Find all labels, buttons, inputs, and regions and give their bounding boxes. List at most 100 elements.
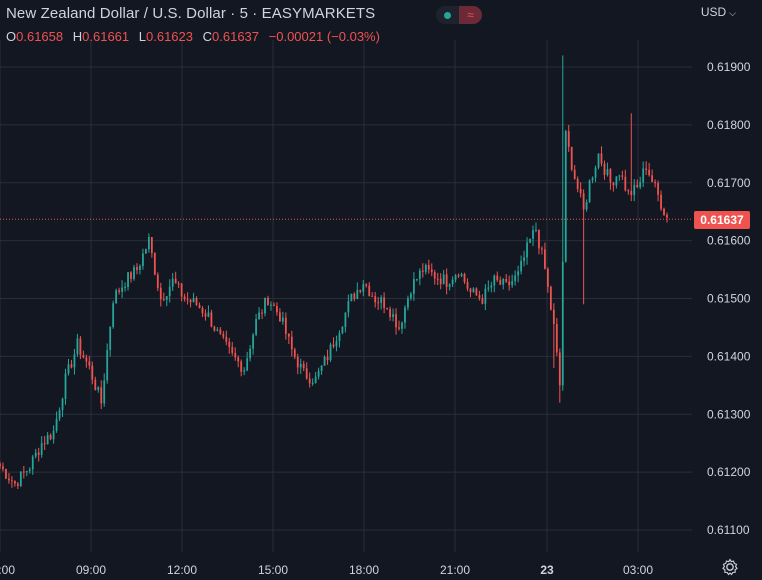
candle-body — [398, 327, 400, 329]
gear-icon[interactable] — [720, 557, 740, 577]
candle-body — [267, 297, 269, 306]
candle-body — [514, 275, 517, 282]
close-label: C — [202, 29, 213, 44]
candle-body — [11, 480, 13, 482]
candle-body — [606, 169, 609, 175]
candle-body — [630, 190, 633, 196]
price-tick-label: 0.61600 — [707, 234, 751, 248]
candle-body — [195, 298, 198, 305]
candle-body — [523, 257, 525, 261]
time-tick-label: 12:00 — [167, 563, 197, 577]
candle-body — [496, 275, 499, 281]
time-axis[interactable]: 06:00 09:00 12:00 15:00 18:00 21:00 23 03:00 — [0, 563, 653, 577]
candle-body — [639, 182, 642, 188]
candle-body — [127, 272, 129, 287]
candle-body — [624, 176, 627, 191]
candle-body — [64, 373, 67, 399]
candle-body — [356, 289, 359, 300]
candle-body — [216, 329, 219, 331]
candle-body — [302, 363, 305, 369]
candle-body — [457, 275, 460, 277]
candle-body — [326, 357, 329, 361]
candle-body — [389, 308, 391, 318]
candle-body — [538, 229, 540, 249]
close-value: 0.61637 — [212, 29, 260, 44]
candle-body — [28, 469, 31, 472]
candle-body — [296, 356, 299, 368]
open-value: 0.61658 — [16, 29, 64, 44]
candle-body — [159, 287, 162, 300]
change-value: −0.00021 (−0.03%) — [268, 29, 380, 44]
candle-body — [505, 278, 508, 282]
currency-label: USD — [700, 5, 727, 19]
candle-body — [281, 317, 284, 322]
candle-body — [475, 288, 478, 296]
candle-body — [79, 338, 82, 355]
candle-body — [252, 334, 255, 349]
candle-body — [380, 297, 383, 303]
candle-body — [466, 281, 469, 289]
candle-body — [130, 272, 132, 279]
price-tick-label: 0.61900 — [707, 60, 751, 74]
candle-body — [88, 361, 91, 366]
candle-body — [329, 344, 332, 361]
candle-body — [570, 146, 573, 170]
candle-body — [94, 379, 97, 390]
candle-body — [222, 334, 225, 337]
price-axis[interactable]: 0.61100 0.61200 0.61300 0.61400 0.61500 0.616… — [707, 60, 751, 537]
candle-body — [287, 333, 290, 337]
candle-body — [219, 329, 222, 335]
candle-body — [270, 304, 272, 306]
candle-body — [13, 481, 16, 484]
candle-body — [368, 285, 371, 296]
candle-body — [451, 279, 454, 285]
candle-body — [150, 237, 153, 253]
candle-body — [234, 352, 237, 358]
candle-body — [210, 312, 213, 327]
candle-body — [546, 268, 549, 287]
candle-body — [579, 188, 582, 194]
candle-body — [58, 410, 61, 419]
candle-body — [347, 301, 350, 313]
candle-body — [273, 304, 275, 306]
currency-selector[interactable]: USD ⌵ — [701, 5, 736, 19]
candle-body — [469, 288, 472, 293]
time-tick-label: 18:00 — [349, 563, 379, 577]
candle-body — [73, 354, 76, 368]
candle-body — [52, 430, 55, 440]
candle-body — [582, 193, 585, 210]
candle-body — [67, 364, 70, 374]
candle-body — [22, 471, 25, 473]
high-label: H — [72, 29, 83, 44]
candle-body — [70, 364, 73, 368]
candle-body — [633, 184, 636, 196]
candle-body — [564, 131, 567, 262]
candle-body — [201, 308, 204, 314]
candle-body — [439, 278, 442, 285]
candle-body — [91, 365, 94, 380]
candle-body — [332, 344, 335, 347]
candle-body — [293, 349, 296, 357]
candle-body — [112, 303, 115, 327]
candle-body — [404, 307, 406, 323]
candle-body — [85, 357, 88, 362]
candle-body — [228, 341, 231, 348]
candle-body — [255, 319, 257, 335]
candle-body — [243, 370, 246, 372]
candle-body — [609, 169, 612, 183]
symbol-title[interactable]: New Zealand Dollar / U.S. Dollar · 5 · E… — [6, 5, 376, 22]
candle-body — [276, 305, 278, 313]
market-status-pill[interactable]: ≈ — [436, 6, 482, 24]
candle-body — [594, 167, 597, 178]
candle-body — [279, 312, 281, 322]
candle-body — [508, 281, 511, 286]
candle-body — [162, 299, 165, 301]
candle-body — [76, 338, 79, 355]
candle-body — [463, 273, 466, 282]
candle-body — [427, 265, 430, 270]
candle-body — [344, 312, 347, 327]
candle-body — [663, 208, 665, 215]
candle-body — [549, 286, 552, 310]
candle-body — [359, 289, 362, 292]
